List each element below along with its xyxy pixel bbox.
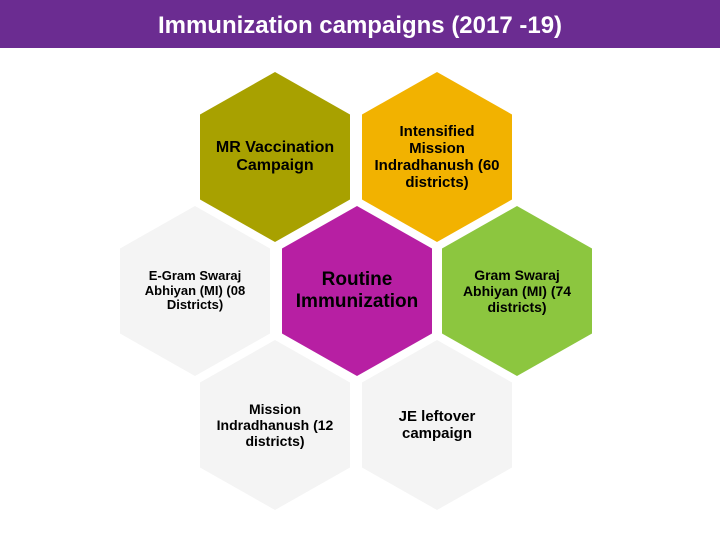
hex-mi-12: Mission Indradhanush (12 districts) xyxy=(200,340,350,510)
hex-e-gram-swaraj: E-Gram Swaraj Abhiyan (MI) (08 Districts… xyxy=(120,206,270,376)
hex-mr-vaccination: MR Vaccination Campaign xyxy=(200,72,350,242)
hex-gram-swaraj: Gram Swaraj Abhiyan (MI) (74 districts) xyxy=(442,206,592,376)
hex-label: MR Vaccination Campaign xyxy=(200,139,350,176)
page-title: Immunization campaigns (2017 -19) xyxy=(158,12,562,40)
hex-je-leftover: JE leftover campaign xyxy=(362,340,512,510)
page-header: Immunization campaigns (2017 -19) xyxy=(0,0,720,48)
hex-label: Routine Immunization xyxy=(282,269,432,313)
hex-label: Gram Swaraj Abhiyan (MI) (74 districts) xyxy=(442,267,592,315)
hex-label: JE leftover campaign xyxy=(362,408,512,443)
hex-stage: MR Vaccination Campaign Intensified Miss… xyxy=(0,48,720,540)
hex-label: Mission Indradhanush (12 districts) xyxy=(200,401,350,449)
hex-label: E-Gram Swaraj Abhiyan (MI) (08 Districts… xyxy=(120,269,270,314)
hex-routine-immunization: Routine Immunization xyxy=(282,206,432,376)
hex-intensified-mi: Intensified Mission Indradhanush (60 dis… xyxy=(362,72,512,242)
hex-label: Intensified Mission Indradhanush (60 dis… xyxy=(362,123,512,192)
